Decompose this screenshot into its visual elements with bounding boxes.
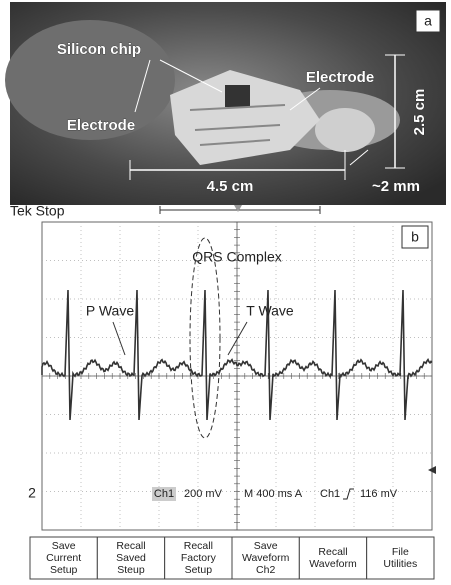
- photo-panel: a Silicon chip Electrode Electrode 2.5 c…: [5, 2, 446, 205]
- menu-label: Setup: [50, 564, 78, 576]
- readout-trig-ch: Ch1: [320, 488, 340, 500]
- panel-label: a: [424, 13, 432, 29]
- menu-label: File: [392, 546, 409, 558]
- menu-label: Recall: [318, 546, 347, 558]
- menu-label: Setup: [185, 564, 213, 576]
- readout-level: 116 mV: [360, 488, 398, 500]
- p-wave-label: P Wave: [86, 303, 134, 319]
- menu-label: Recall: [184, 540, 213, 552]
- menu-label: Save: [52, 540, 76, 552]
- electrode-label: Electrode: [67, 117, 135, 134]
- menu-label: Current: [46, 552, 81, 564]
- t-wave-label: T Wave: [246, 303, 294, 319]
- menu-label: Factory: [181, 552, 217, 564]
- readout-scale: 200 mV: [184, 488, 223, 500]
- menu-label: Save: [254, 540, 278, 552]
- electrode-label: Electrode: [306, 69, 374, 86]
- menu-label: Steup: [117, 564, 145, 576]
- chip-label: Silicon chip: [57, 41, 141, 58]
- width-label: 4.5 cm: [207, 178, 254, 195]
- chip: [225, 85, 250, 107]
- panel-label: b: [411, 229, 419, 245]
- height-label: 2.5 cm: [411, 89, 428, 136]
- figure: a Silicon chip Electrode Electrode 2.5 c…: [0, 0, 451, 580]
- trigger-marker: [234, 205, 242, 212]
- menu-label: Waveform: [309, 558, 357, 570]
- menu-label: Saved: [116, 552, 146, 564]
- electrode-pad: [315, 108, 375, 152]
- thickness-label: ~2 mm: [372, 178, 420, 195]
- qrs-label: QRS Complex: [192, 249, 281, 265]
- menu: SaveCurrentSetupRecallSavedSteupRecallFa…: [30, 537, 434, 579]
- menu-label: Waveform: [242, 552, 290, 564]
- readout-time: M 400 ms A: [244, 488, 303, 500]
- menu-label: Ch2: [256, 564, 275, 576]
- status: Tek Stop: [10, 203, 65, 219]
- channel-marker: 2: [28, 485, 36, 501]
- menu-label: Utilities: [383, 558, 417, 570]
- page: a Silicon chip Electrode Electrode 2.5 c…: [0, 0, 451, 580]
- menu-label: Recall: [116, 540, 145, 552]
- readout-ch: Ch1: [154, 488, 174, 500]
